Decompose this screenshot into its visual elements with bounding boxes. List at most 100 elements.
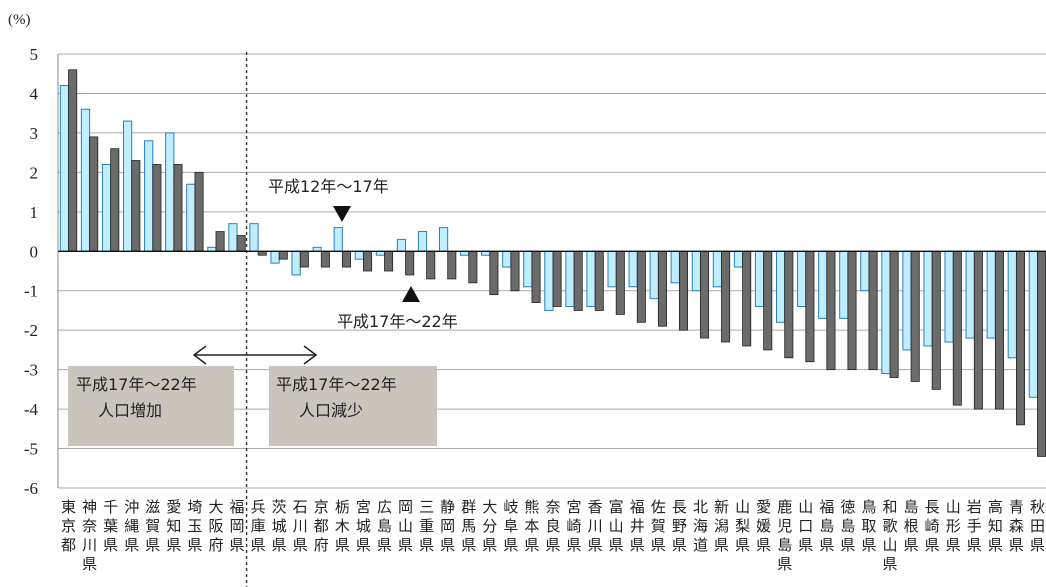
y-tick-label: 4 <box>30 84 39 103</box>
category-label: 山口県 <box>798 498 813 554</box>
category-label: 長野県 <box>672 498 687 554</box>
bar-h12-h17 <box>691 250 701 292</box>
category-label: 宮崎県 <box>567 498 582 554</box>
category-label: 秋田県 <box>1030 498 1045 554</box>
bar-h12-h17 <box>165 132 175 252</box>
bar-h12-h17 <box>80 108 91 252</box>
category-label: 岡山県 <box>398 498 413 554</box>
bar-h12-h17 <box>565 250 575 308</box>
bar-h12-h17 <box>754 250 765 308</box>
bar-h12-h17 <box>333 227 343 252</box>
y-tick-label: -6 <box>24 479 38 498</box>
category-label: 静岡県 <box>440 498 455 554</box>
category-label: 島根県 <box>904 498 919 554</box>
bar-h17-h22 <box>510 250 520 292</box>
category-label: 和歌山県 <box>883 498 898 573</box>
category-label: 石川県 <box>293 498 308 554</box>
category-label: 長崎県 <box>925 498 940 554</box>
bar-h17-h22 <box>721 250 731 343</box>
category-label: 佐賀県 <box>651 498 666 554</box>
bar-h12-h17 <box>607 250 617 288</box>
double-arrow-icon <box>192 345 318 365</box>
category-label: 新潟県 <box>714 498 729 554</box>
category-label: 岩手県 <box>967 498 982 554</box>
category-label: 奈良県 <box>545 498 560 554</box>
y-tick-label: 2 <box>30 163 39 182</box>
bar-h17-h22 <box>910 250 920 382</box>
bar-h17-h22 <box>215 231 225 252</box>
y-tick-label: 5 <box>30 45 39 64</box>
bar-h17-h22 <box>826 250 836 371</box>
category-label: 広島県 <box>377 498 392 554</box>
bar-h17-h22 <box>278 250 288 260</box>
bar-h17-h22 <box>68 69 78 252</box>
category-label: 北海道 <box>693 498 708 554</box>
bar-h12-h17 <box>775 250 786 323</box>
y-tick-label: -3 <box>24 361 38 380</box>
bar-h17-h22 <box>384 250 394 272</box>
bar-h12-h17 <box>59 85 70 252</box>
category-label: 京都府 <box>314 498 329 554</box>
category-label: 青森県 <box>1009 498 1024 554</box>
bar-h12-h17 <box>228 223 238 252</box>
category-label: 福井県 <box>630 498 645 554</box>
bar-h12-h17 <box>291 250 301 276</box>
bar-h12-h17 <box>502 250 512 268</box>
bar-h17-h22 <box>657 250 667 327</box>
category-label: 大分県 <box>482 498 497 554</box>
bar-h17-h22 <box>426 250 436 280</box>
category-label: 徳島県 <box>840 498 855 554</box>
category-label: 埼玉県 <box>187 498 202 554</box>
bar-h12-h17 <box>670 250 680 284</box>
increase-box <box>68 366 234 446</box>
bar-h12-h17 <box>986 250 996 339</box>
triangle-down-icon <box>333 206 351 222</box>
bar-h12-h17 <box>712 250 723 288</box>
bar-h17-h22 <box>363 250 373 272</box>
bar-h12-h17 <box>818 250 828 319</box>
bar-h17-h22 <box>552 250 562 307</box>
bar-h17-h22 <box>489 250 499 296</box>
annotation-h17-h22-label: 平成17年～22年 <box>337 312 458 331</box>
bar-h12-h17 <box>249 223 259 252</box>
bar-h17-h22 <box>678 250 688 331</box>
bar-h17-h22 <box>931 250 941 390</box>
bar-h12-h17 <box>902 250 912 351</box>
bar-h12-h17 <box>417 231 428 252</box>
bar-h12-h17 <box>186 183 196 252</box>
category-label: 鹿児島県 <box>777 498 792 573</box>
bar-h17-h22 <box>615 250 625 315</box>
bar-h12-h17 <box>586 250 596 308</box>
bar-h12-h17 <box>860 250 870 292</box>
bar-h17-h22 <box>447 250 457 280</box>
bar-h17-h22 <box>89 136 99 252</box>
y-axis-ticks: 5 4 3 2 1 0 -1 -2 -3 -4 -5 -6 <box>24 45 39 498</box>
bar-h17-h22 <box>1037 250 1046 457</box>
bar-h17-h22 <box>994 250 1004 410</box>
bar-h12-h17 <box>396 238 407 252</box>
bar-h17-h22 <box>952 250 962 406</box>
category-label: 山形県 <box>946 498 961 554</box>
bar-h17-h22 <box>573 250 583 311</box>
bar-h12-h17 <box>523 250 533 288</box>
bar-h12-h17 <box>881 250 891 375</box>
y-unit-label: (%) <box>8 12 31 28</box>
category-label: 栃木県 <box>335 498 350 554</box>
bar-h12-h17 <box>944 250 954 343</box>
y-tick-label: 0 <box>30 242 39 261</box>
category-label: 滋賀県 <box>145 498 160 554</box>
category-label: 群馬県 <box>461 498 476 554</box>
category-label: 千葉県 <box>103 498 118 554</box>
y-tick-label: -2 <box>24 321 38 340</box>
bar-h17-h22 <box>700 250 710 339</box>
bar-h17-h22 <box>405 250 415 276</box>
bar-h17-h22 <box>131 160 141 252</box>
bar-h17-h22 <box>889 250 899 378</box>
increase-box-line1: 平成17年～22年 <box>76 375 197 394</box>
bar-h12-h17 <box>144 140 154 252</box>
bar-h17-h22 <box>636 250 646 323</box>
bar-h12-h17 <box>1007 250 1017 359</box>
bar-h17-h22 <box>194 171 204 252</box>
bar-h17-h22 <box>110 148 120 252</box>
bar-h17-h22 <box>763 250 773 351</box>
